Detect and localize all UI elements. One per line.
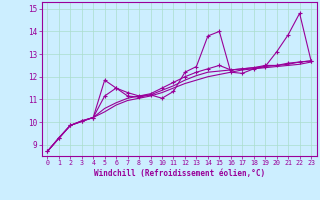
X-axis label: Windchill (Refroidissement éolien,°C): Windchill (Refroidissement éolien,°C) — [94, 169, 265, 178]
